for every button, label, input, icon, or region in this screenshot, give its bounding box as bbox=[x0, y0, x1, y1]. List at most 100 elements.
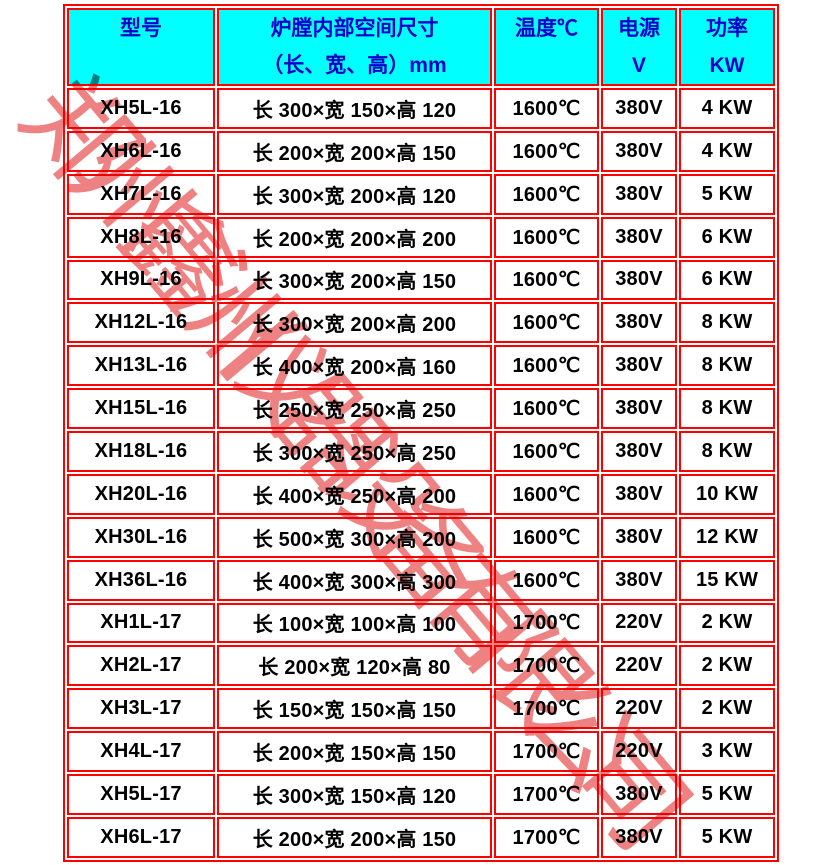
cell-temperature: 1600℃ bbox=[494, 559, 599, 601]
cell-chamber-dimensions: 长 200×宽 120×高 80 bbox=[217, 645, 492, 687]
header-model-line2 bbox=[69, 47, 213, 84]
cell-chamber-dimensions: 长 300×宽 150×高 120 bbox=[217, 88, 492, 129]
cell-temperature: 1600℃ bbox=[494, 345, 599, 387]
cell-chamber-dimensions: 长 200×宽 200×高 150 bbox=[217, 130, 492, 172]
cell-power: 2 KW bbox=[679, 688, 775, 730]
table-row: XH20L-16 长 400×宽 250×高 200 1600℃ 380V 10… bbox=[67, 473, 775, 515]
table-row: XH9L-16 长 300×宽 200×高 150 1600℃ 380V 6 K… bbox=[67, 259, 775, 301]
cell-model: XH15L-16 bbox=[67, 388, 215, 429]
cell-model: XH20L-16 bbox=[67, 473, 215, 515]
table-row: XH5L-17 长 300×宽 150×高 120 1700℃ 380V 5 K… bbox=[67, 774, 775, 815]
table-row: XH15L-16 长 250×宽 250×高 250 1600℃ 380V 8 … bbox=[67, 388, 775, 429]
cell-model: XH13L-16 bbox=[67, 345, 215, 387]
cell-temperature: 1700℃ bbox=[494, 774, 599, 815]
cell-power: 5 KW bbox=[679, 173, 775, 215]
cell-power-supply: 220V bbox=[601, 688, 677, 730]
header-model-line1: 型号 bbox=[120, 17, 162, 40]
cell-power-supply: 380V bbox=[601, 345, 677, 387]
cell-temperature: 1600℃ bbox=[494, 130, 599, 172]
cell-model: XH9L-16 bbox=[67, 259, 215, 301]
header-power-line2: KW bbox=[709, 54, 745, 77]
cell-model: XH30L-16 bbox=[67, 516, 215, 558]
header-power-supply-line2: V bbox=[631, 54, 646, 77]
cell-power-supply: 380V bbox=[601, 516, 677, 558]
cell-chamber-dimensions: 长 500×宽 300×高 200 bbox=[217, 516, 492, 558]
table-row: XH6L-16 长 200×宽 200×高 150 1600℃ 380V 4 K… bbox=[67, 130, 775, 172]
cell-model: XH12L-16 bbox=[67, 302, 215, 344]
cell-temperature: 1700℃ bbox=[494, 731, 599, 772]
header-model: 型号 bbox=[67, 8, 215, 86]
cell-chamber-dimensions: 长 300×宽 250×高 250 bbox=[217, 431, 492, 472]
cell-temperature: 1600℃ bbox=[494, 216, 599, 258]
cell-power-supply: 380V bbox=[601, 259, 677, 301]
header-chamber-line2: （长、宽、高）mm bbox=[262, 54, 447, 77]
header-temperature-line2 bbox=[496, 47, 597, 84]
cell-chamber-dimensions: 长 200×宽 200×高 150 bbox=[217, 816, 492, 858]
cell-power: 8 KW bbox=[679, 302, 775, 344]
cell-power: 4 KW bbox=[679, 130, 775, 172]
cell-power-supply: 380V bbox=[601, 774, 677, 815]
cell-power-supply: 380V bbox=[601, 216, 677, 258]
table-row: XH12L-16 长 300×宽 200×高 200 1600℃ 380V 8 … bbox=[67, 302, 775, 344]
cell-power: 8 KW bbox=[679, 345, 775, 387]
cell-model: XH2L-17 bbox=[67, 645, 215, 687]
cell-model: XH4L-17 bbox=[67, 731, 215, 772]
table-row: XH18L-16 长 300×宽 250×高 250 1600℃ 380V 8 … bbox=[67, 431, 775, 472]
cell-chamber-dimensions: 长 400×宽 250×高 200 bbox=[217, 473, 492, 515]
cell-temperature: 1600℃ bbox=[494, 88, 599, 129]
cell-chamber-dimensions: 长 150×宽 150×高 150 bbox=[217, 688, 492, 730]
cell-temperature: 1600℃ bbox=[494, 388, 599, 429]
table-row: XH36L-16 长 400×宽 300×高 300 1600℃ 380V 15… bbox=[67, 559, 775, 601]
header-chamber-line1: 炉膛内部空间尺寸 bbox=[270, 17, 439, 40]
cell-power: 2 KW bbox=[679, 602, 775, 644]
cell-temperature: 1600℃ bbox=[494, 259, 599, 301]
table-row: XH13L-16 长 400×宽 200×高 160 1600℃ 380V 8 … bbox=[67, 345, 775, 387]
cell-chamber-dimensions: 长 100×宽 100×高 100 bbox=[217, 602, 492, 644]
cell-power-supply: 380V bbox=[601, 559, 677, 601]
cell-chamber-dimensions: 长 200×宽 200×高 200 bbox=[217, 216, 492, 258]
cell-temperature: 1600℃ bbox=[494, 473, 599, 515]
cell-temperature: 1600℃ bbox=[494, 302, 599, 344]
cell-power: 5 KW bbox=[679, 816, 775, 858]
cell-model: XH5L-16 bbox=[67, 88, 215, 129]
cell-power: 6 KW bbox=[679, 259, 775, 301]
table-row: XH2L-17 长 200×宽 120×高 80 1700℃ 220V 2 KW bbox=[67, 645, 775, 687]
cell-model: XH3L-17 bbox=[67, 688, 215, 730]
cell-power-supply: 220V bbox=[601, 731, 677, 772]
cell-power: 12 KW bbox=[679, 516, 775, 558]
cell-chamber-dimensions: 长 400×宽 300×高 300 bbox=[217, 559, 492, 601]
cell-power: 6 KW bbox=[679, 216, 775, 258]
cell-chamber-dimensions: 长 400×宽 200×高 160 bbox=[217, 345, 492, 387]
cell-chamber-dimensions: 长 300×宽 200×高 200 bbox=[217, 302, 492, 344]
cell-power-supply: 380V bbox=[601, 173, 677, 215]
table-row: XH6L-17 长 200×宽 200×高 150 1700℃ 380V 5 K… bbox=[67, 816, 775, 858]
cell-power: 15 KW bbox=[679, 559, 775, 601]
cell-chamber-dimensions: 长 200×宽 150×高 150 bbox=[217, 731, 492, 772]
cell-model: XH1L-17 bbox=[67, 602, 215, 644]
cell-model: XH5L-17 bbox=[67, 774, 215, 815]
cell-model: XH8L-16 bbox=[67, 216, 215, 258]
header-temperature: 温度℃ bbox=[494, 8, 599, 86]
cell-chamber-dimensions: 长 300×宽 200×高 150 bbox=[217, 259, 492, 301]
cell-model: XH18L-16 bbox=[67, 431, 215, 472]
table-row: XH30L-16 长 500×宽 300×高 200 1600℃ 380V 12… bbox=[67, 516, 775, 558]
cell-chamber-dimensions: 长 300×宽 150×高 120 bbox=[217, 774, 492, 815]
furnace-spec-table: 型号 炉膛内部空间尺寸 （长、宽、高）mm 温度℃ 电源 V 功率 KW XH5… bbox=[63, 4, 779, 862]
cell-power: 5 KW bbox=[679, 774, 775, 815]
header-temperature-line1: 温度℃ bbox=[515, 17, 578, 40]
cell-power-supply: 380V bbox=[601, 388, 677, 429]
header-row: 型号 炉膛内部空间尺寸 （长、宽、高）mm 温度℃ 电源 V 功率 KW bbox=[67, 8, 775, 86]
table-row: XH8L-16 长 200×宽 200×高 200 1600℃ 380V 6 K… bbox=[67, 216, 775, 258]
cell-power-supply: 380V bbox=[601, 88, 677, 129]
cell-chamber-dimensions: 长 300×宽 200×高 120 bbox=[217, 173, 492, 215]
header-power: 功率 KW bbox=[679, 8, 775, 86]
cell-temperature: 1700℃ bbox=[494, 645, 599, 687]
cell-temperature: 1600℃ bbox=[494, 173, 599, 215]
cell-model: XH6L-17 bbox=[67, 816, 215, 858]
header-power-line1: 功率 bbox=[706, 17, 748, 40]
cell-power: 2 KW bbox=[679, 645, 775, 687]
cell-temperature: 1600℃ bbox=[494, 431, 599, 472]
cell-power: 10 KW bbox=[679, 473, 775, 515]
cell-temperature: 1700℃ bbox=[494, 688, 599, 730]
cell-power-supply: 380V bbox=[601, 473, 677, 515]
